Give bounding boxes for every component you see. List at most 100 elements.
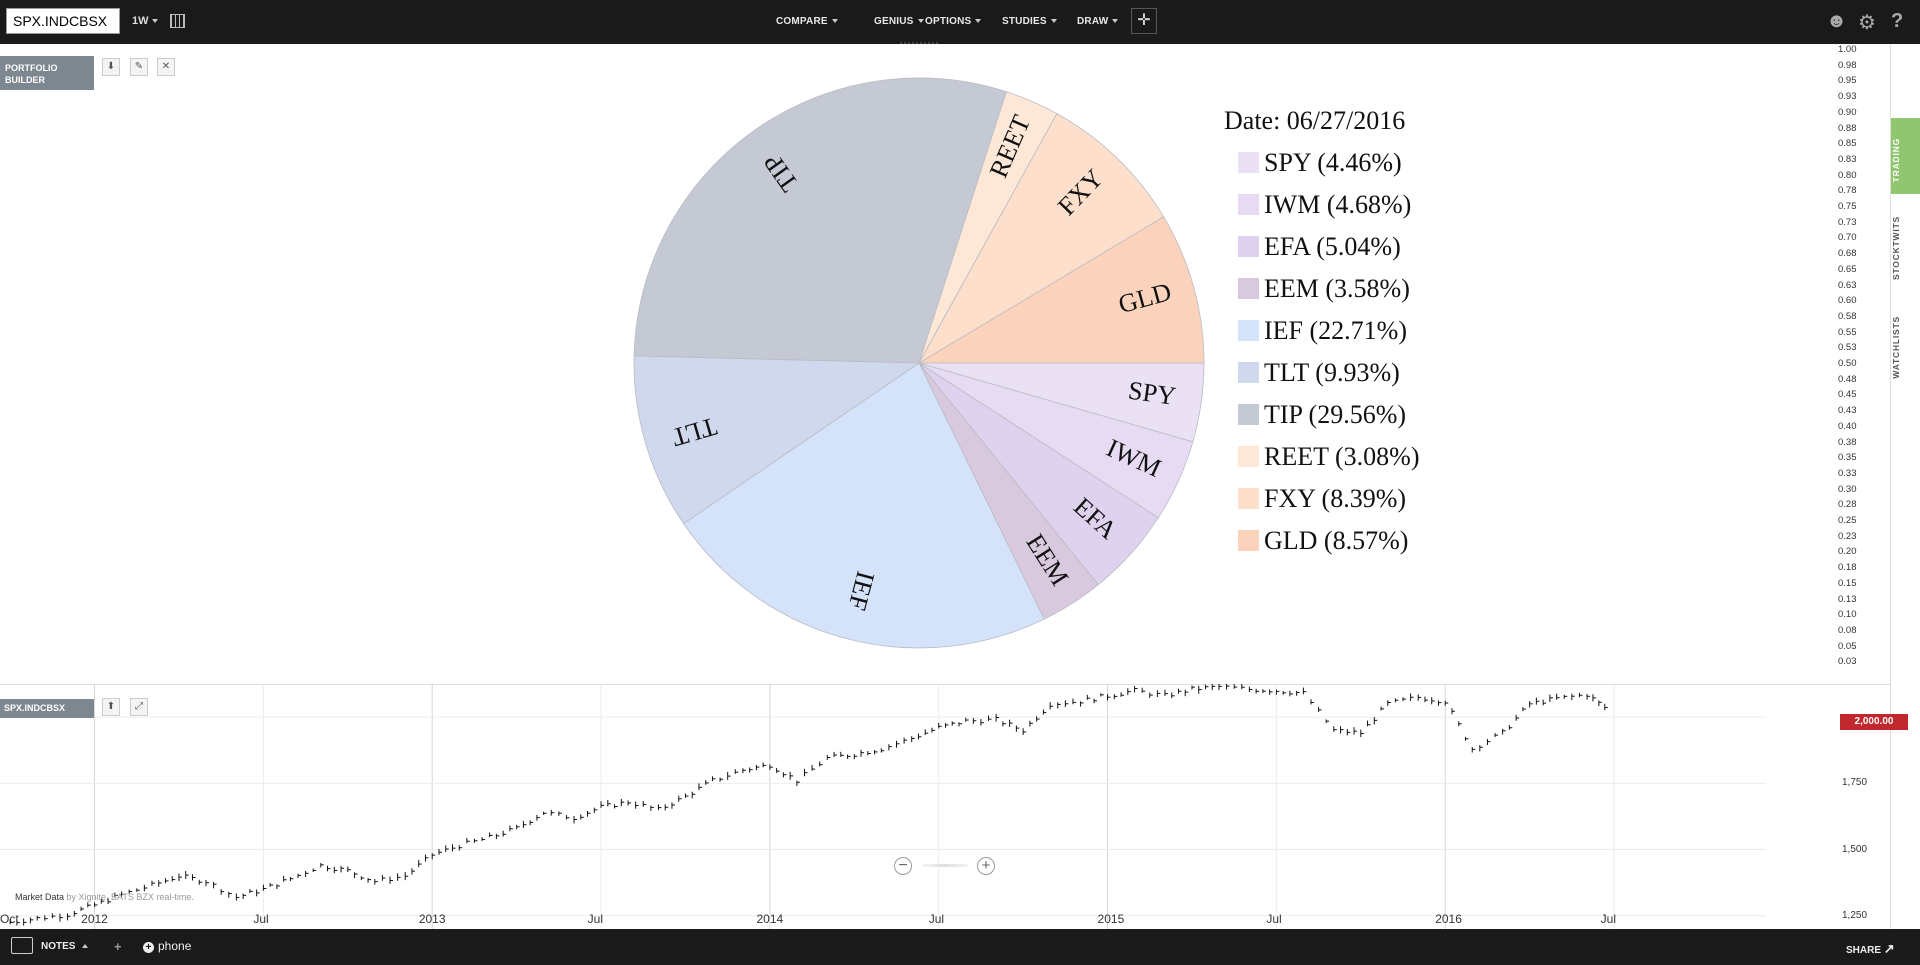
chevron-up-icon — [82, 944, 89, 949]
user-icon[interactable]: ☻ — [1826, 10, 1848, 32]
side-tabs: TRADING STOCKTWITS WATCHLISTS — [1890, 44, 1920, 929]
scale-tick: 0.13 — [1838, 593, 1857, 605]
time-axis-tick: Oct — [0, 912, 19, 926]
scale-tick: 0.93 — [1838, 91, 1857, 103]
period-dropdown[interactable]: 1W — [132, 15, 158, 27]
price-axis-tick: 1,250 — [1842, 909, 1868, 921]
scale-tick: 0.80 — [1838, 169, 1857, 181]
credit-main: Market Data — [15, 892, 65, 902]
arrow-down-icon: ⬇ — [106, 61, 116, 72]
edit-button[interactable]: ✎ — [130, 58, 148, 76]
spx-price-chart — [0, 684, 1766, 929]
scale-tick: 0.25 — [1838, 515, 1857, 526]
gear-icon[interactable]: ⚙ — [1858, 12, 1876, 34]
market-data-credit: Market Data by Xignite. BATS BZX real-ti… — [15, 892, 194, 902]
scale-tick: 0.98 — [1838, 59, 1857, 71]
legend-text: IWM (4.68%) — [1264, 190, 1412, 219]
zoom-out-button[interactable]: − — [894, 857, 912, 875]
compare-menu[interactable]: COMPARE — [776, 16, 838, 27]
tab-stocktwits[interactable]: STOCKTWITS — [1891, 216, 1901, 281]
genius-menu[interactable]: GENIUS — [874, 16, 924, 27]
scale-tick: 0.68 — [1838, 248, 1857, 260]
price-axis-tick: 1,750 — [1842, 777, 1868, 789]
plus-circle-icon: + — [143, 942, 154, 953]
legend-swatch — [1238, 320, 1259, 341]
scale-tick: 0.90 — [1838, 106, 1857, 118]
studies-label: STUDIES — [1002, 16, 1047, 27]
legend-text: GLD (8.57%) — [1264, 526, 1409, 555]
zoom-slider[interactable] — [922, 864, 968, 867]
chevron-down-icon — [975, 19, 982, 24]
credit-rest: by Xignite. BATS BZX real-time. — [64, 892, 194, 902]
scale-tick: 0.58 — [1838, 310, 1857, 322]
options-menu[interactable]: OPTIONS — [925, 16, 982, 27]
pie-slice-gld[interactable] — [917, 216, 1205, 364]
time-axis-tick: Jul — [928, 912, 945, 926]
scale-tick: 0.15 — [1838, 577, 1857, 589]
studies-menu[interactable]: STUDIES — [1002, 16, 1057, 27]
scale-tick: 0.78 — [1838, 185, 1857, 197]
scale-tick: 0.65 — [1838, 263, 1857, 275]
draw-menu[interactable]: DRAW — [1077, 16, 1119, 27]
legend-swatch — [1238, 278, 1259, 299]
share-label: SHARE — [1846, 945, 1882, 956]
close-button[interactable]: ✕ — [157, 58, 175, 76]
tab-trading[interactable]: TRADING — [1891, 138, 1901, 183]
bottom-bar: NOTES + + phone SHARE ↗ — [0, 929, 1920, 965]
legend-swatch — [1238, 194, 1259, 215]
chevron-down-icon — [831, 19, 838, 24]
scale-tick: 0.85 — [1838, 138, 1857, 150]
legend-text: IEF (22.71%) — [1264, 316, 1407, 345]
calendar-icon[interactable] — [170, 14, 185, 28]
move-up-button[interactable]: ⬆ — [102, 698, 120, 716]
scale-tick: 0.18 — [1838, 562, 1857, 574]
legend-swatch — [1238, 488, 1259, 509]
notes-button[interactable]: NOTES — [41, 941, 89, 952]
scale-tick: 0.63 — [1838, 279, 1857, 291]
scale-tick: 0.30 — [1838, 483, 1857, 495]
close-icon: ✕ — [161, 61, 171, 72]
zoom-in-button[interactable]: + — [977, 857, 995, 875]
scale-tick: 0.75 — [1838, 201, 1857, 212]
phone-label: phone — [158, 939, 192, 953]
scale-tick: 0.28 — [1838, 499, 1857, 511]
chevron-down-icon — [1112, 19, 1119, 24]
legend-text: SPY (4.46%) — [1264, 148, 1402, 177]
legend-swatch — [1238, 236, 1259, 257]
help-icon[interactable]: ? — [1891, 10, 1904, 32]
time-axis-tick: 2013 — [418, 912, 446, 926]
phone-note[interactable]: + phone — [143, 939, 191, 953]
pie-slice-tip[interactable] — [633, 77, 1007, 364]
trading-tab-bg[interactable] — [1891, 118, 1920, 194]
portfolio-builder-tag: PORTFOLIO BUILDER — [0, 56, 94, 90]
resize-grip[interactable] — [900, 42, 938, 45]
scale-tick: 0.10 — [1838, 609, 1857, 621]
share-button[interactable]: SHARE ↗ — [1846, 941, 1895, 957]
symbol-input[interactable] — [6, 8, 120, 34]
spx-panel-tag: SPX.INDCBSX — [0, 699, 94, 718]
scale-tick: 0.73 — [1838, 216, 1857, 228]
legend-swatch — [1238, 530, 1259, 551]
scale-tick: 0.45 — [1838, 389, 1857, 401]
time-axis-tick: Jul — [253, 912, 269, 926]
scale-tick: 0.33 — [1838, 467, 1857, 479]
crosshair-icon: ✛ — [1137, 12, 1151, 29]
genius-label: GENIUS — [874, 16, 914, 27]
move-down-button[interactable]: ⬇ — [102, 58, 120, 76]
add-note-icon[interactable]: + — [114, 939, 122, 954]
scale-tick: 0.55 — [1838, 326, 1857, 338]
legend-text: REET (3.08%) — [1264, 442, 1420, 471]
pencil-icon: ✎ — [134, 61, 144, 72]
panel-divider[interactable] — [0, 684, 1890, 685]
scale-tick: 0.38 — [1838, 436, 1857, 448]
pie-slice-fxy[interactable] — [917, 113, 1165, 365]
pie-slice-ief[interactable] — [683, 362, 1045, 649]
crosshair-button[interactable]: ✛ — [1131, 8, 1157, 34]
legend-date: Date: 06/27/2016 — [1224, 106, 1406, 135]
notes-icon[interactable] — [11, 937, 33, 954]
time-axis-tick: 2016 — [1435, 912, 1462, 926]
tab-watchlists[interactable]: WATCHLISTS — [1891, 316, 1901, 379]
pie-slice-tlt[interactable] — [633, 355, 921, 525]
expand-button[interactable]: ⤢ — [130, 698, 148, 716]
